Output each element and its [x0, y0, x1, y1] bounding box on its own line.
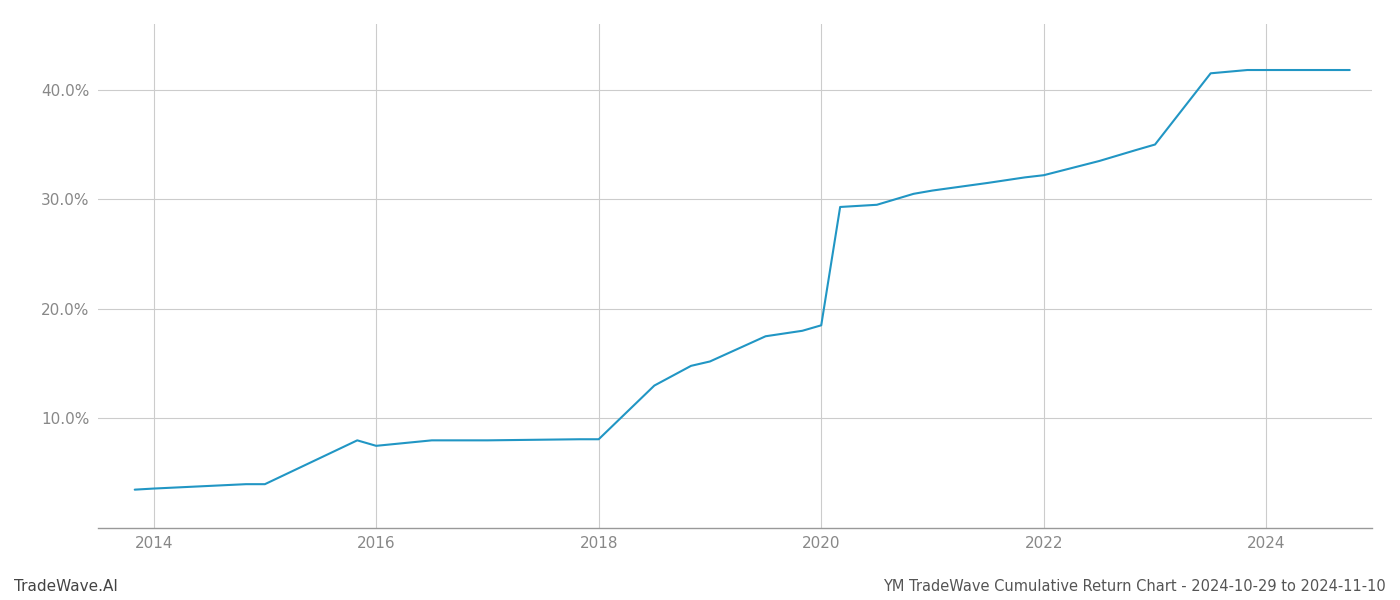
Text: TradeWave.AI: TradeWave.AI [14, 579, 118, 594]
Text: YM TradeWave Cumulative Return Chart - 2024-10-29 to 2024-11-10: YM TradeWave Cumulative Return Chart - 2… [883, 579, 1386, 594]
